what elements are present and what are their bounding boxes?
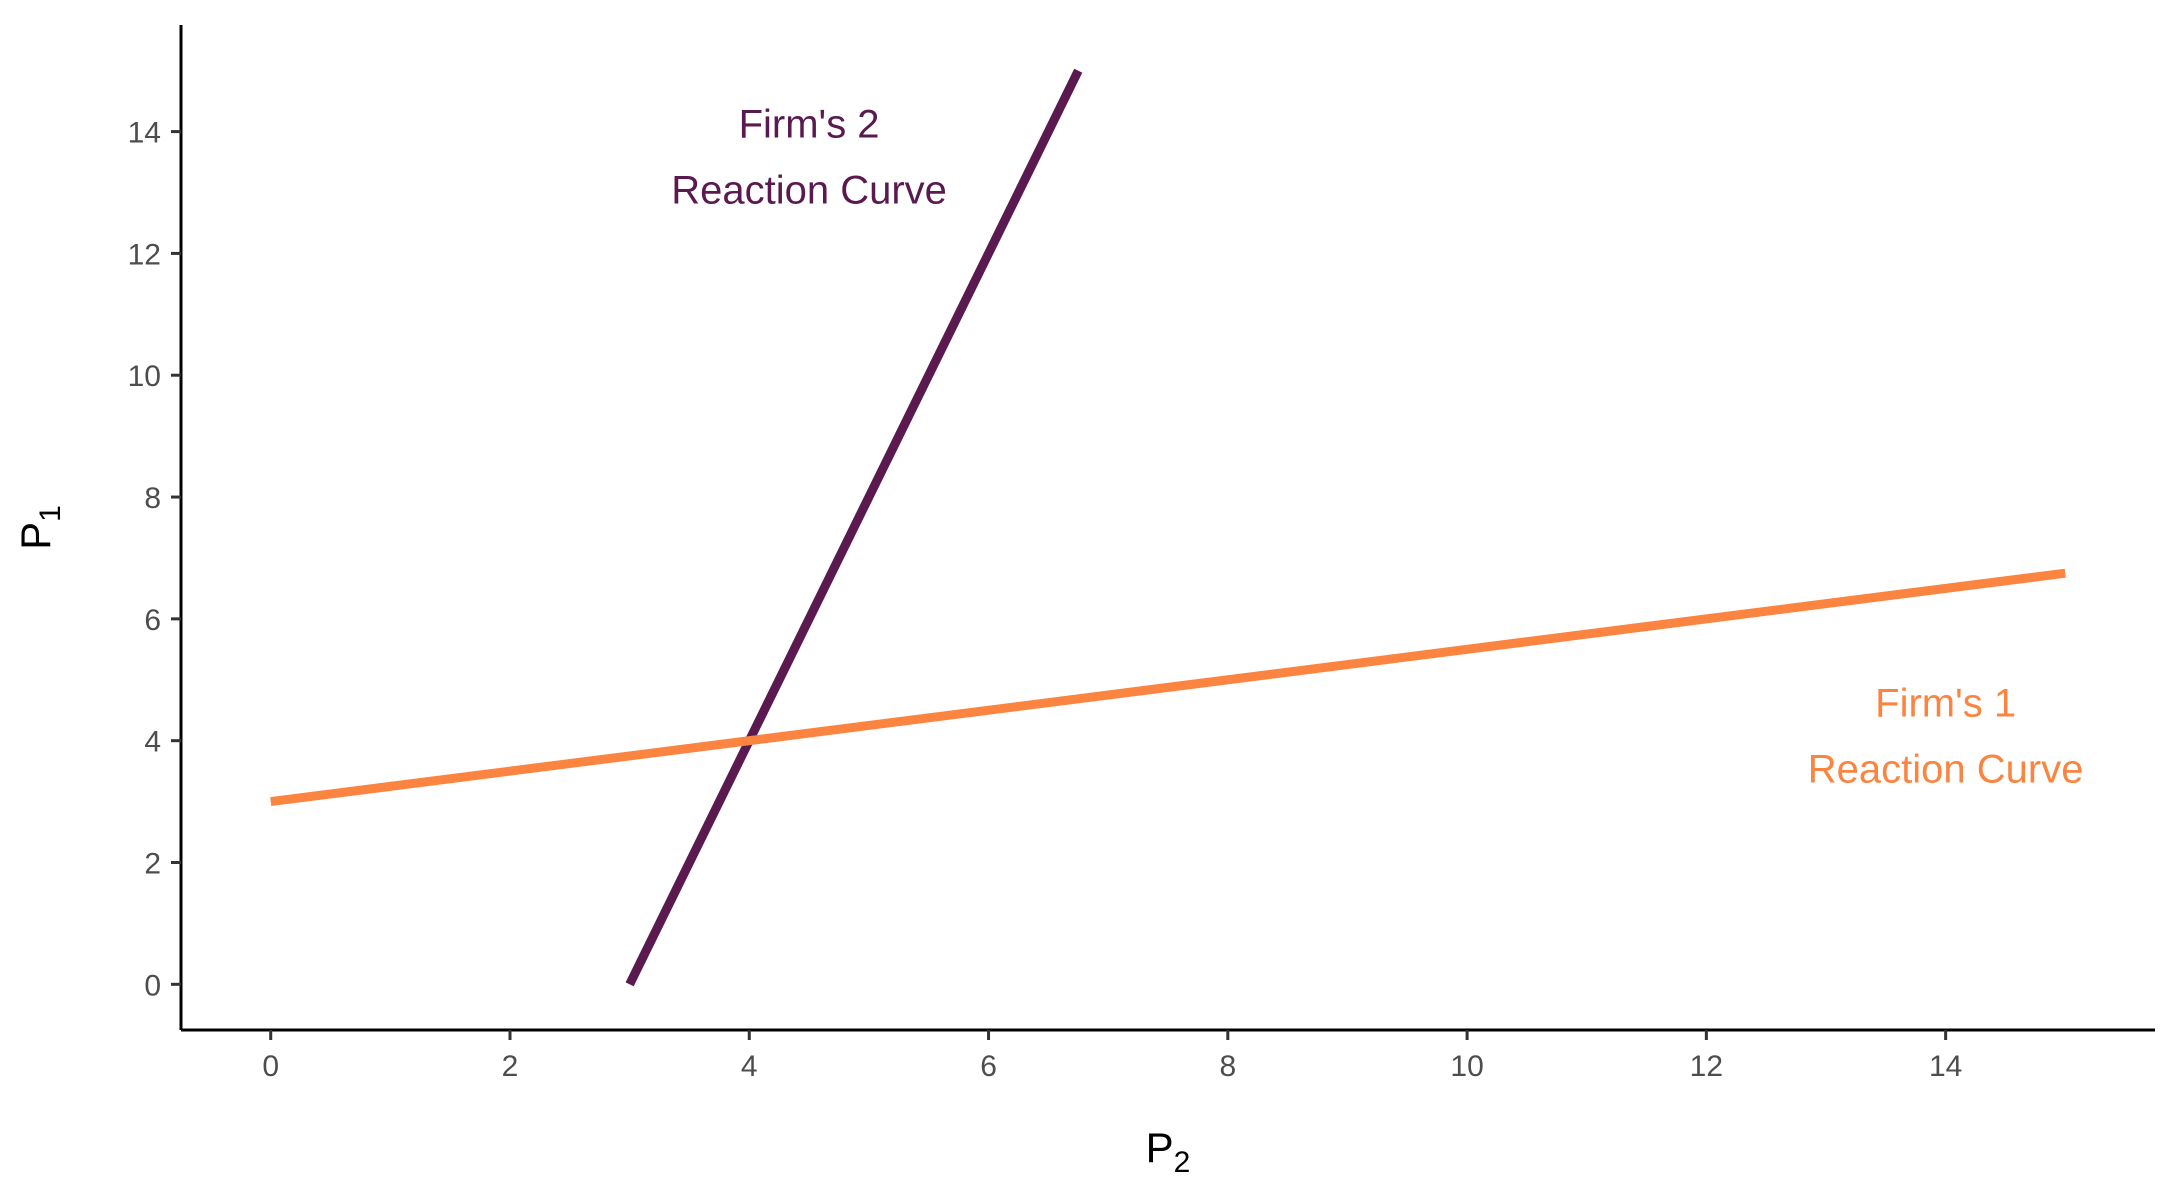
series-layer <box>270 68 2066 987</box>
curve-annotation-2: Firm's 1 Reaction Curve <box>1808 681 2084 791</box>
x-tick-label: 8 <box>1219 1050 1236 1083</box>
y-tick-label: 10 <box>128 360 161 393</box>
x-tick-label: 4 <box>741 1050 758 1083</box>
curve-annotation-1: Firm's 2 Reaction Curve <box>671 103 947 213</box>
x-tick-label: 14 <box>1929 1050 1962 1083</box>
annotation-line: Reaction Curve <box>671 169 947 213</box>
x-tick-label: 6 <box>980 1050 997 1083</box>
axes-layer: 0 2 4 6 8 10 12 14 0 2 4 6 8 10 12 14 <box>128 25 2155 1083</box>
x-tick-label: 0 <box>262 1050 279 1083</box>
series-line-2 <box>270 568 2066 807</box>
series-line-1 <box>625 68 1083 987</box>
y-tick-label: 12 <box>128 238 161 271</box>
x-axis-title-main: P <box>1146 1124 1174 1171</box>
y-ticks: 0 2 4 6 8 10 12 14 <box>128 117 181 1002</box>
annotation-line: Firm's 2 <box>739 103 880 147</box>
x-axis-title-sub: 2 <box>1174 1146 1191 1179</box>
x-tick-label: 12 <box>1690 1050 1723 1083</box>
y-tick-label: 0 <box>144 969 161 1002</box>
y-tick-label: 14 <box>128 117 161 150</box>
x-tick-label: 2 <box>502 1050 519 1083</box>
x-axis-title: P2 <box>1146 1124 1191 1179</box>
y-tick-label: 2 <box>144 848 161 881</box>
x-ticks: 0 2 4 6 8 10 12 14 <box>262 1030 1962 1083</box>
annotation-line: Reaction Curve <box>1808 747 2084 791</box>
annotation-line: Firm's 1 <box>1875 681 2016 725</box>
y-axis-title: P1 <box>12 505 67 550</box>
y-tick-label: 8 <box>144 482 161 515</box>
y-axis-title-main: P <box>12 522 59 550</box>
x-tick-label: 10 <box>1450 1050 1483 1083</box>
y-tick-label: 6 <box>144 604 161 637</box>
y-axis-title-sub: 1 <box>34 505 67 522</box>
y-tick-label: 4 <box>144 726 161 759</box>
annotation-layer: Firm's 2 Reaction Curve Firm's 1 Reaction C… <box>671 103 2083 792</box>
